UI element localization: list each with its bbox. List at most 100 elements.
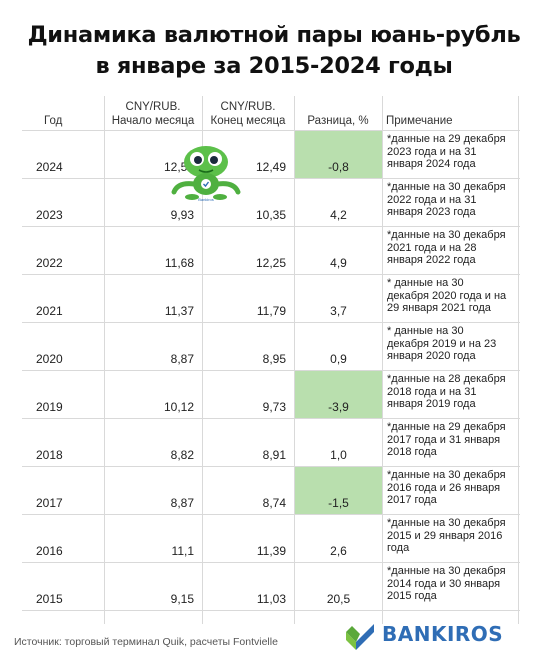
end-rate-cell: 8,74 bbox=[202, 467, 294, 515]
year-cell-value: 2016 bbox=[36, 544, 63, 558]
brand-name: BANKIROS bbox=[382, 622, 504, 646]
year-cell: 2017 bbox=[22, 467, 104, 515]
start-rate-cell-value: 9,93 bbox=[170, 208, 194, 222]
header-start: CNY/RUB. Начало месяца bbox=[104, 100, 202, 134]
year-cell: 2020 bbox=[22, 323, 104, 371]
end-rate-cell: 11,79 bbox=[202, 275, 294, 323]
end-rate-cell: 9,73 bbox=[202, 371, 294, 419]
header-note: Примечание bbox=[386, 115, 453, 127]
start-rate-cell: 11,37 bbox=[104, 275, 202, 323]
diff-cell-value: 4,2 bbox=[330, 208, 347, 222]
diff-cell: -0,8 bbox=[295, 131, 382, 179]
end-rate-cell-value: 8,74 bbox=[262, 496, 286, 510]
diff-cell: 0,9 bbox=[295, 323, 382, 371]
bankiros-check-logo-icon bbox=[346, 624, 374, 650]
year-cell: 2019 bbox=[22, 371, 104, 419]
column-divider bbox=[518, 96, 519, 624]
diff-cell-value: 1,0 bbox=[330, 448, 347, 462]
diff-cell: 1,0 bbox=[295, 419, 382, 467]
start-rate-cell-value: 11,37 bbox=[164, 304, 194, 318]
note-cell: * данные на 30 декабря 2019 и на 23 янва… bbox=[387, 325, 497, 362]
table-bottom-border bbox=[22, 610, 520, 611]
start-rate-cell-value: 8,82 bbox=[170, 448, 194, 462]
table-row: 2017 8,87 8,74 -1,5 *данные на 30 декабря 20… bbox=[22, 466, 520, 515]
table-row: 2019 10,12 9,73 -3,9 *данные на 28 декабря 2… bbox=[22, 370, 520, 419]
end-rate-cell: 12,25 bbox=[202, 227, 294, 275]
end-rate-cell: 12,49 bbox=[202, 131, 294, 179]
start-rate-cell: 11,68 bbox=[104, 227, 202, 275]
diff-cell: 2,6 bbox=[295, 515, 382, 563]
diff-cell-value: 3,7 bbox=[330, 304, 347, 318]
diff-cell: -3,9 bbox=[295, 371, 382, 419]
end-rate-cell: 8,95 bbox=[202, 323, 294, 371]
header-end-line1: CNY/RUB. bbox=[220, 101, 276, 113]
end-rate-cell-value: 8,91 bbox=[262, 448, 286, 462]
end-rate-cell-value: 11,03 bbox=[256, 592, 286, 606]
end-rate-cell-value: 12,49 bbox=[255, 160, 286, 174]
year-cell-value: 2015 bbox=[36, 592, 63, 606]
note-cell: *данные на 30 декабря 2016 года и 26 янв… bbox=[387, 469, 506, 506]
note-cell: *данные на 29 декабря 2023 года и на 31 … bbox=[387, 133, 506, 170]
diff-cell: 4,9 bbox=[295, 227, 382, 275]
year-cell: 2022 bbox=[22, 227, 104, 275]
note-cell: *данные на 30 декабря 2021 года и на 28 … bbox=[387, 229, 506, 266]
start-rate-cell-value: 11,68 bbox=[164, 256, 194, 270]
header-diff: Разница, % bbox=[307, 115, 369, 127]
note-cell: *данные на 28 декабря 2018 года и на 31 … bbox=[387, 373, 506, 410]
header-start-line1: CNY/RUB. bbox=[125, 101, 181, 113]
end-rate-cell-value: 10,35 bbox=[255, 208, 286, 222]
column-divider bbox=[382, 96, 383, 624]
diff-cell-value: 0,9 bbox=[330, 352, 347, 366]
table-row: 2020 8,87 8,95 0,9 * данные на 30 декабря 20… bbox=[22, 322, 520, 371]
table-row: 2023 9,93 10,35 4,2 *данные на 30 декабря 20… bbox=[22, 178, 520, 227]
start-rate-cell: 11,1 bbox=[104, 515, 202, 563]
svg-text:Bankiros: Bankiros bbox=[198, 197, 214, 202]
header-year: Год bbox=[44, 115, 63, 127]
end-rate-cell-value: 9,73 bbox=[262, 400, 286, 414]
start-rate-cell: 8,82 bbox=[104, 419, 202, 467]
end-rate-cell: 11,03 bbox=[202, 563, 294, 611]
column-divider bbox=[104, 96, 105, 624]
diff-cell-value: 2,6 bbox=[330, 544, 347, 558]
header-end: CNY/RUB. Конец месяца bbox=[202, 100, 294, 134]
year-cell-value: 2018 bbox=[36, 448, 63, 462]
start-rate-cell: 8,87 bbox=[104, 323, 202, 371]
start-rate-cell-value: 9,15 bbox=[170, 592, 194, 606]
start-rate-cell: 9,93 bbox=[104, 179, 202, 227]
year-cell: 2021 bbox=[22, 275, 104, 323]
column-divider bbox=[202, 96, 203, 624]
diff-cell-value: -1,5 bbox=[328, 496, 349, 510]
page-title: Динамика валютной пары юань-рубль в янва… bbox=[0, 20, 548, 82]
brand-logo: BANKIROS bbox=[344, 618, 503, 650]
table-row: 2018 8,82 8,91 1,0 *данные на 29 декабря 201… bbox=[22, 418, 520, 467]
note-cell: * данные на 30 декабря 2020 года и на 29… bbox=[387, 277, 507, 314]
end-rate-cell-value: 11,39 bbox=[256, 544, 286, 558]
end-rate-cell-value: 11,79 bbox=[256, 304, 286, 318]
table-row: 2022 11,68 12,25 4,9 *данные на 30 декабря 2… bbox=[22, 226, 520, 275]
year-cell-value: 2019 bbox=[36, 400, 63, 414]
year-cell-value: 2024 bbox=[36, 160, 63, 174]
year-cell-value: 2017 bbox=[36, 496, 63, 510]
diff-cell: 20,5 bbox=[295, 563, 382, 611]
diff-cell: 4,2 bbox=[295, 179, 382, 227]
note-cell: *данные на 29 декабря 2017 года и 31 янв… bbox=[387, 421, 506, 458]
diff-cell-value: 20,5 bbox=[326, 592, 351, 606]
table-row: 2021 11,37 11,79 3,7 * данные на 30 декабря … bbox=[22, 274, 520, 323]
header-start-line2: Начало месяца bbox=[111, 115, 195, 127]
year-cell-value: 2023 bbox=[36, 208, 63, 222]
diff-cell: -1,5 bbox=[295, 467, 382, 515]
column-divider bbox=[294, 96, 295, 624]
start-rate-cell-value: 11,1 bbox=[171, 544, 194, 558]
year-cell: 2015 bbox=[22, 563, 104, 611]
note-cell: *данные на 30 декабря 2014 года и 30 янв… bbox=[387, 565, 506, 602]
frog-mascot-icon: Bankiros bbox=[171, 146, 241, 202]
year-cell: 2018 bbox=[22, 419, 104, 467]
diff-cell-value: 4,9 bbox=[330, 256, 347, 270]
start-rate-cell: 9,15 bbox=[104, 563, 202, 611]
end-rate-cell: 11,39 bbox=[202, 515, 294, 563]
title-line-1: Динамика валютной пары юань-рубль bbox=[27, 22, 521, 48]
diff-cell: 3,7 bbox=[295, 275, 382, 323]
table-row: 2015 9,15 11,03 20,5 *данные на 30 декабря 2… bbox=[22, 562, 520, 611]
end-rate-cell: 8,91 bbox=[202, 419, 294, 467]
diff-cell-value: -0,8 bbox=[328, 160, 349, 174]
